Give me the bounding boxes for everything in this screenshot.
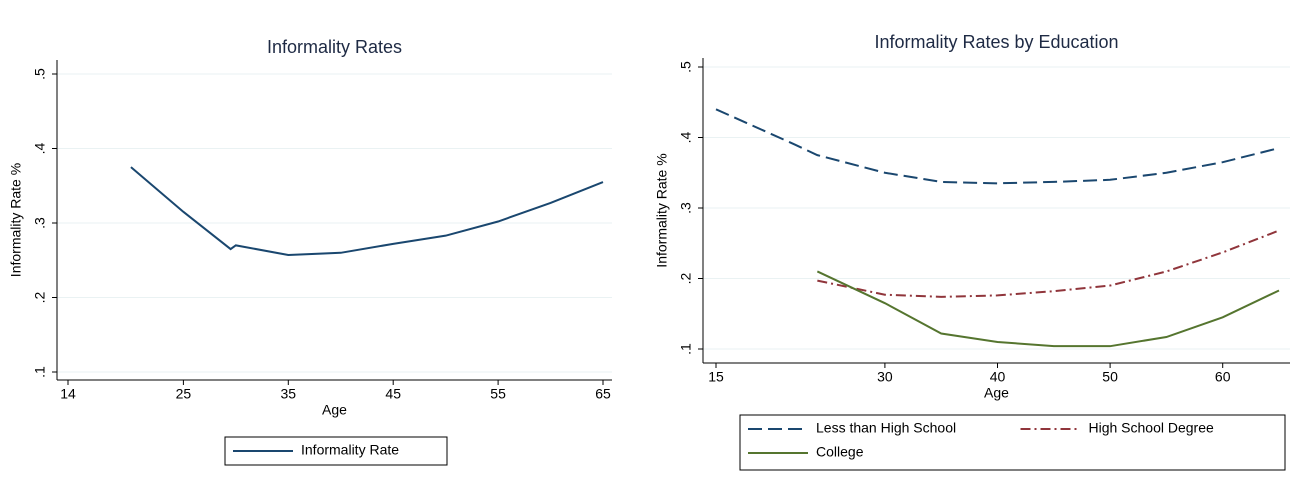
x-axis-label: Age [322,402,347,418]
legend-box [739,414,1286,471]
x-tick-label: 60 [1215,369,1231,385]
series-line [130,166,604,257]
x-tick-label: 25 [176,386,192,402]
series-line [817,229,1280,298]
x-tick-label: 55 [490,386,506,402]
x-tick-label: 35 [281,386,297,402]
y-tick-label: .1 [32,366,48,378]
y-tick-label: .3 [678,202,694,214]
y-tick-label: .5 [678,61,694,73]
y-tick-label: .4 [32,142,48,154]
y-axis-label: Informality Rate % [8,163,24,277]
y-tick-label: .2 [32,291,48,303]
y-tick-label: .1 [678,343,694,355]
x-tick-label: 40 [990,369,1006,385]
x-axis-label: Age [984,385,1009,401]
plot-area [57,60,612,380]
y-axis-label: Informality Rate % [654,153,670,267]
x-tick-label: 30 [877,369,893,385]
legend-label: College [816,444,864,460]
legend-label: Informality Rate [301,442,399,458]
y-tick-label: .2 [678,272,694,284]
y-tick-label: .4 [678,131,694,143]
chart-title: Informality Rates [267,37,402,57]
x-tick-label: 45 [385,386,401,402]
x-tick-label: 50 [1102,369,1118,385]
x-tick-label: 14 [60,386,76,402]
legend-label: High School Degree [1089,420,1215,436]
y-tick-label: .3 [32,217,48,229]
series-line [715,108,1280,185]
plot-area [703,58,1290,363]
x-tick-label: 15 [708,369,724,385]
x-tick-label: 65 [595,386,611,402]
y-tick-label: .5 [32,68,48,80]
chart-title: Informality Rates by Education [874,32,1118,52]
series-line [816,270,1280,348]
legend-label: Less than High School [816,420,956,436]
